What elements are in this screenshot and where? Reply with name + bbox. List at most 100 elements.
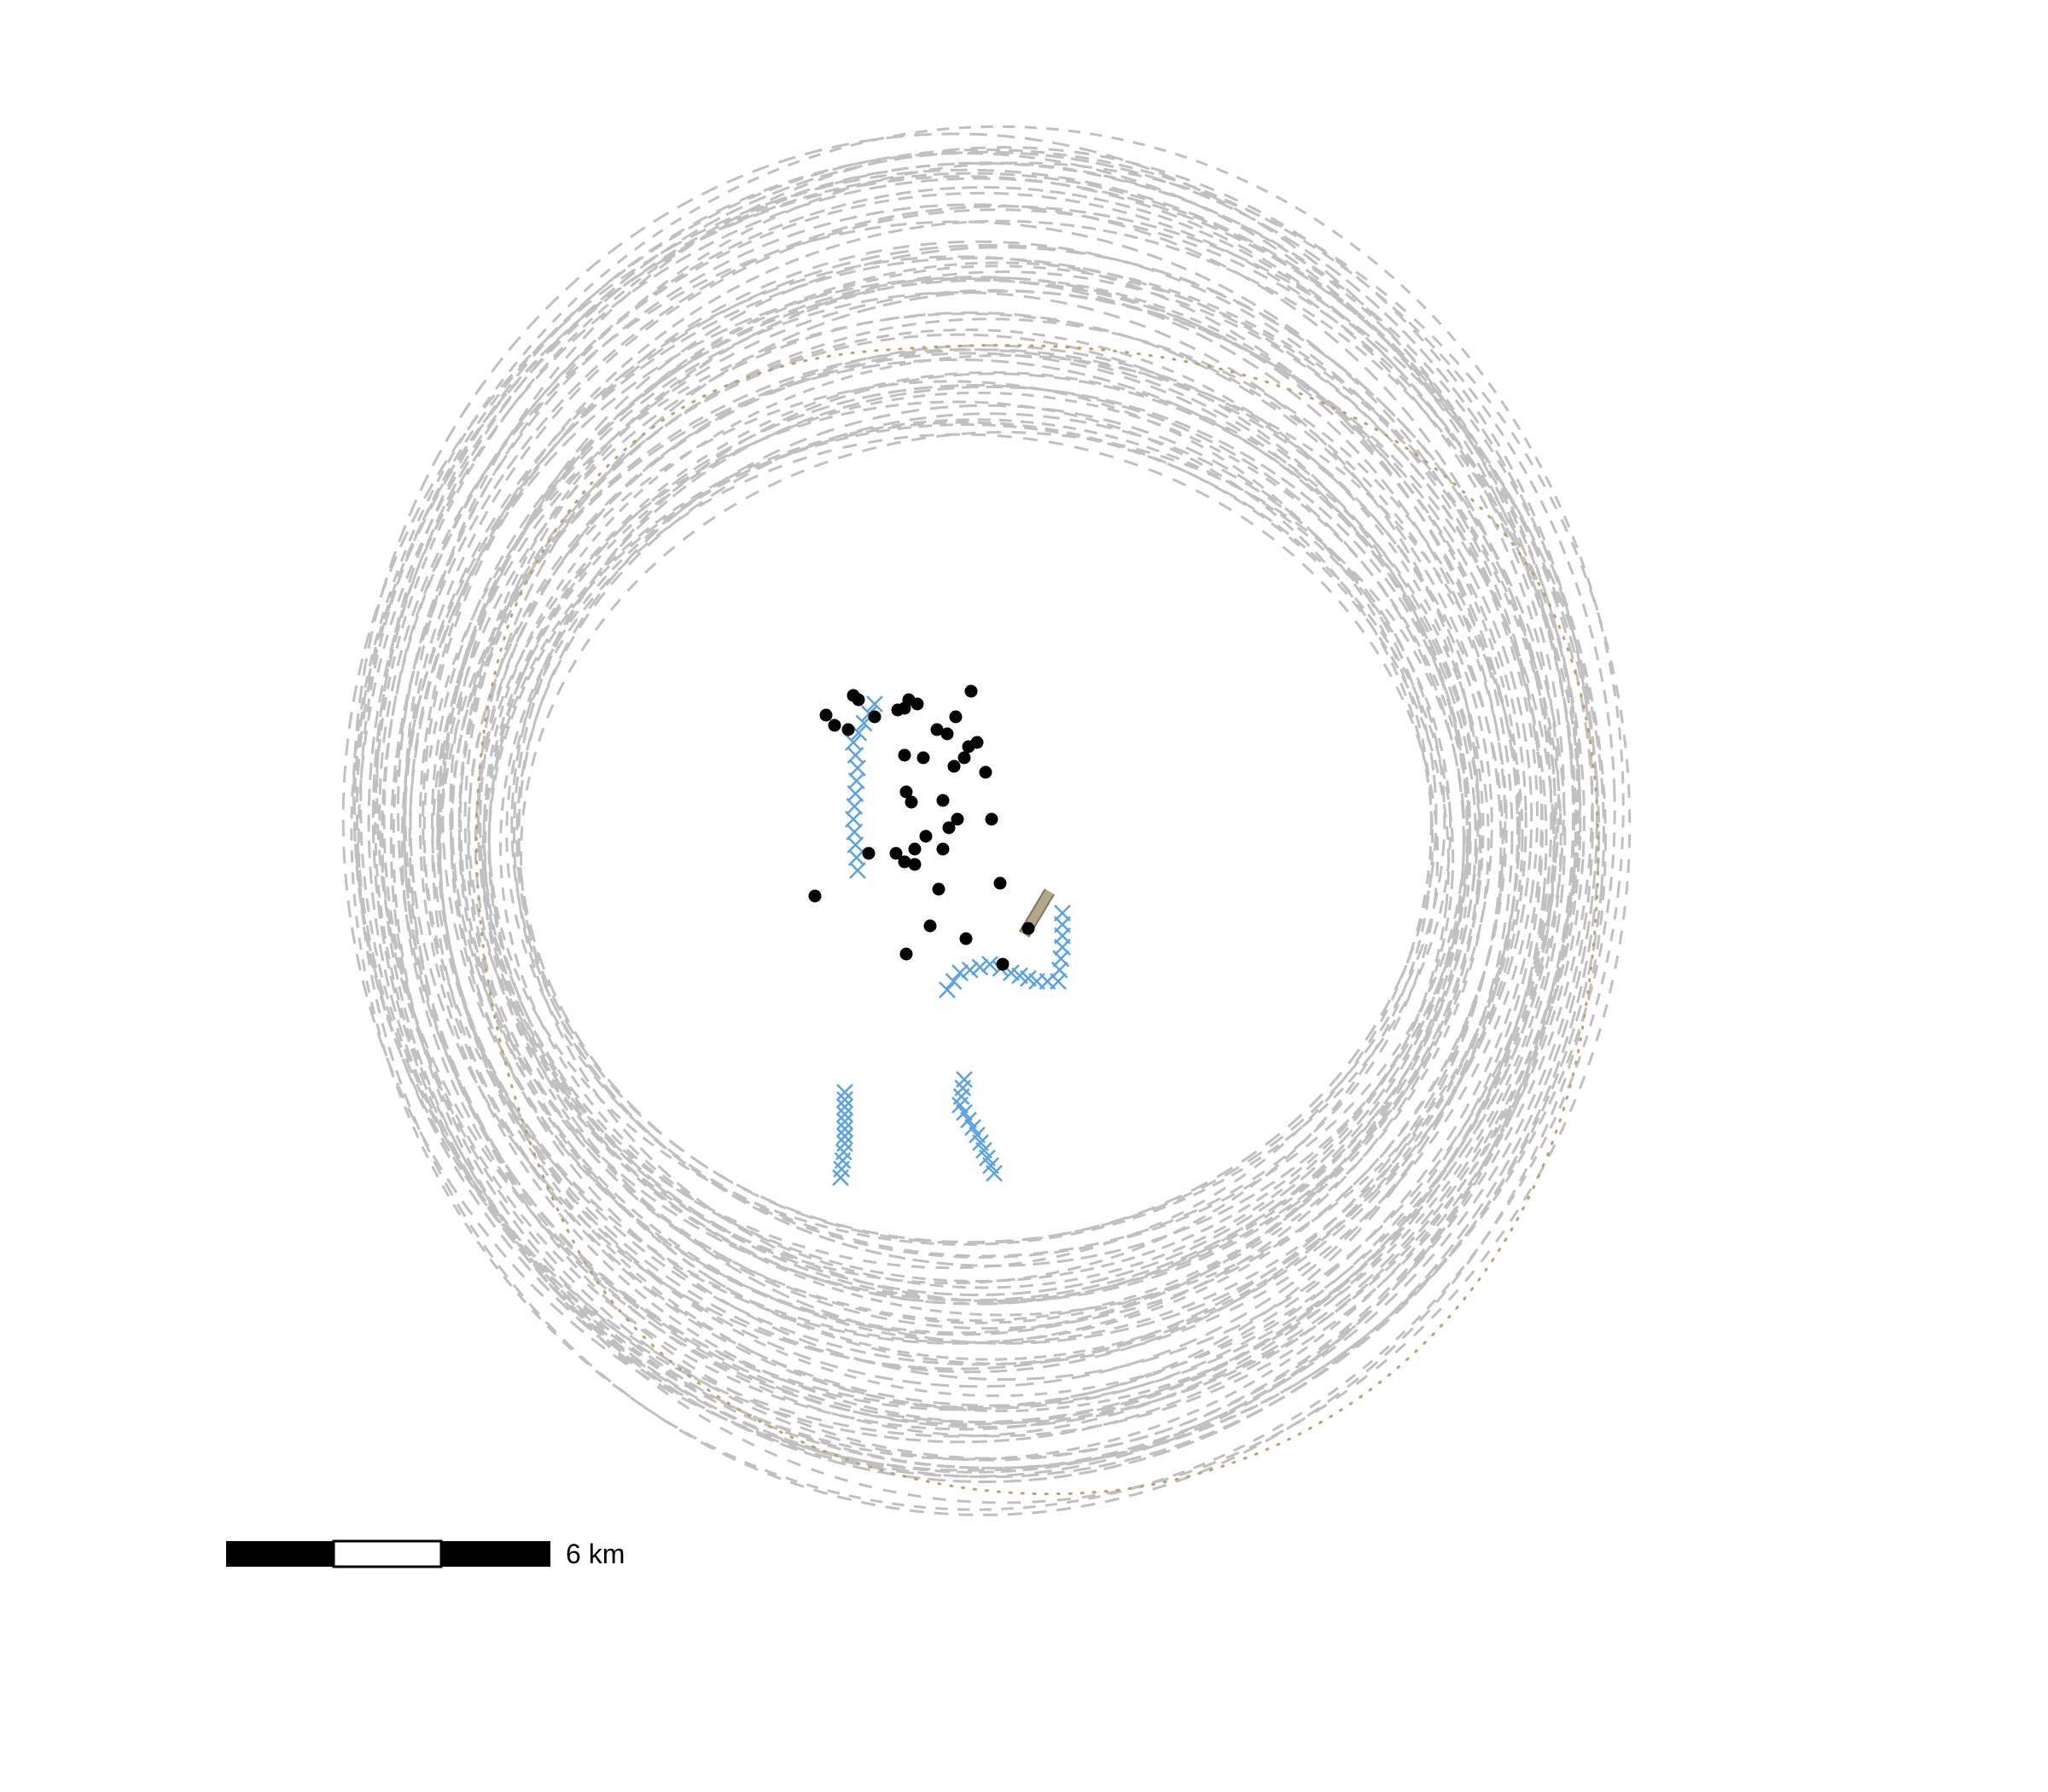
blue-cross-features-layer <box>832 695 1071 1186</box>
contour-ring <box>357 161 1608 1516</box>
contour-ring <box>450 333 1469 1335</box>
contour-ring <box>479 344 1493 1303</box>
contour-ring <box>441 291 1480 1336</box>
contour-ring <box>438 261 1562 1412</box>
point-feature <box>868 710 881 724</box>
cross-marker <box>939 981 956 998</box>
cross-marker <box>849 862 866 879</box>
scale-bar-segment-1 <box>226 1541 334 1567</box>
scale-bar-segment-3 <box>441 1541 550 1567</box>
point-feature <box>905 795 918 809</box>
contour-ring <box>404 146 1594 1460</box>
point-feature <box>899 947 913 961</box>
contour-ring <box>353 172 1581 1444</box>
contour-ring <box>397 203 1553 1423</box>
scale-bar-segment-2 <box>332 1539 443 1568</box>
point-feature <box>911 697 924 711</box>
contour-ring <box>436 276 1520 1388</box>
point-feature <box>957 751 971 765</box>
cross-marker <box>836 1105 853 1123</box>
cross-marker <box>945 973 963 990</box>
contour-ring <box>359 148 1616 1469</box>
contour-ring <box>438 311 1503 1374</box>
point-feature <box>936 794 950 807</box>
scale-bar: 6 km <box>226 1539 625 1569</box>
point-feature <box>908 842 922 856</box>
contour-ring <box>374 161 1580 1461</box>
cross-marker <box>836 1113 853 1131</box>
point-feature <box>916 751 930 765</box>
contour-ring <box>505 433 1440 1258</box>
point-feature <box>898 855 911 869</box>
point-feature <box>942 821 956 835</box>
point-feature <box>985 812 998 826</box>
cross-marker <box>866 695 883 713</box>
contour-ring <box>482 354 1524 1317</box>
cross-marker <box>832 1169 849 1186</box>
point-feature <box>940 727 954 741</box>
point-feature <box>898 701 911 715</box>
point-feature <box>951 812 964 826</box>
point-feature <box>932 882 945 896</box>
point-feature <box>908 858 922 871</box>
contour-ring <box>430 279 1527 1366</box>
point-feature <box>936 842 950 856</box>
contour-ring <box>392 161 1632 1504</box>
point-feature <box>808 889 822 903</box>
point-feature <box>979 765 992 779</box>
contour-ring <box>367 177 1601 1479</box>
point-feature <box>852 693 865 707</box>
point-feature <box>862 847 876 860</box>
point-feature <box>841 723 855 736</box>
cross-marker <box>961 961 979 979</box>
point-feature <box>1021 922 1035 935</box>
point-feature <box>899 785 913 799</box>
cross-marker <box>836 1091 853 1108</box>
point-feature <box>996 957 1009 971</box>
scale-bar-label: 6 km <box>566 1539 625 1569</box>
cross-marker <box>981 956 998 973</box>
contour-ring <box>382 191 1560 1431</box>
point-feature <box>947 759 961 773</box>
contour-ring <box>350 125 1625 1511</box>
black-points-layer <box>808 684 1035 971</box>
contour-ring <box>468 380 1433 1270</box>
point-feature <box>828 719 841 732</box>
contour-ring <box>449 246 1556 1382</box>
contour-ring <box>378 220 1543 1409</box>
cross-marker <box>986 1165 1003 1182</box>
point-feature <box>923 919 937 933</box>
contour-ring <box>422 240 1545 1410</box>
contour-ring <box>352 132 1575 1478</box>
point-feature <box>964 684 978 698</box>
contour-ring <box>403 255 1514 1411</box>
contour-ring <box>517 404 1438 1245</box>
cross-marker <box>836 1127 853 1145</box>
point-feature <box>949 710 963 724</box>
contour-ring <box>371 150 1599 1483</box>
point-feature <box>930 723 944 736</box>
point-feature <box>919 829 933 843</box>
contour-ring <box>463 271 1539 1365</box>
contour-ring <box>439 348 1482 1345</box>
contour-ring <box>341 168 1594 1472</box>
cross-marker <box>836 1084 853 1101</box>
contour-ring <box>487 383 1465 1297</box>
point-feature <box>970 736 984 749</box>
point-feature <box>819 708 833 722</box>
cross-marker <box>836 1120 853 1137</box>
point-feature <box>889 847 903 860</box>
point-feature <box>959 932 973 945</box>
cross-marker <box>1054 905 1071 922</box>
contour-ring <box>400 256 1548 1426</box>
cross-marker <box>951 964 969 981</box>
point-feature <box>898 748 911 762</box>
boundary-line <box>474 344 1600 1496</box>
cross-marker <box>971 958 989 976</box>
contour-ring <box>481 370 1490 1324</box>
contour-ring <box>499 421 1450 1289</box>
contour-ring <box>515 412 1446 1244</box>
dotted-boundary-layer <box>474 344 1600 1496</box>
point-feature <box>993 876 1007 890</box>
